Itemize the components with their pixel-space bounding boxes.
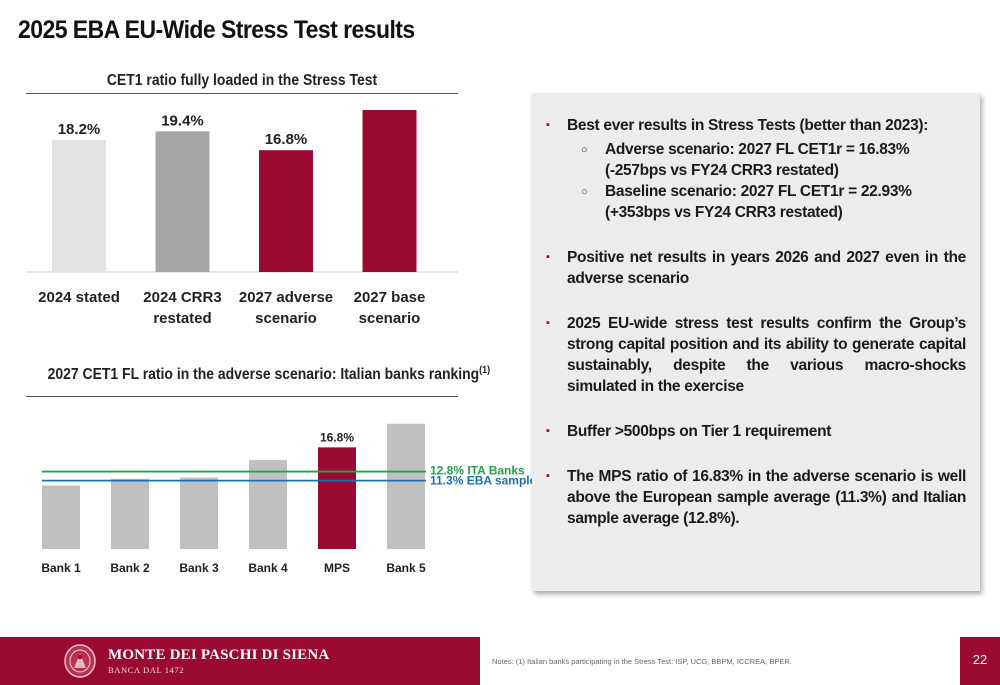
key-messages-list: Best ever results in Stress Tests (bette…: [546, 115, 966, 553]
chart1-bar: [52, 140, 106, 272]
chart2-title: 2027 CET1 FL ratio in the adverse scenar…: [48, 365, 491, 384]
chart2-title-rule: [26, 396, 458, 397]
chart2-bar: [180, 477, 218, 549]
page-number-block: 22: [960, 637, 1000, 685]
key-message-item: Buffer >500bps on Tier 1 requirement: [546, 421, 966, 442]
chart2-bar: [111, 478, 149, 549]
page-number: 22: [972, 652, 988, 667]
chart1-value-label: 16.8%: [265, 131, 308, 148]
chart2-bar: [42, 485, 80, 549]
chart1-category-label: scenario: [359, 310, 421, 327]
chart2-category-label: Bank 2: [110, 561, 150, 575]
chart1-category-label: 2027 base: [354, 289, 426, 306]
chart2-value-label: 16.8%: [320, 430, 354, 444]
footnote: Notes: (1) Italian banks participating i…: [492, 657, 792, 666]
chart2-category-label: MPS: [324, 561, 350, 575]
chart1-category-label: restated: [153, 310, 211, 327]
chart1-category-label: 2024 CRR3: [143, 289, 221, 306]
chart1-category-label: 2027 adverse: [239, 289, 333, 306]
key-message-text: Positive net results in years 2026 and 2…: [567, 249, 966, 287]
chart1-category-label: 2024 stated: [38, 289, 120, 306]
page-title: 2025 EBA EU-Wide Stress Test results: [18, 16, 415, 44]
key-message-item: 2025 EU-wide stress test results confirm…: [546, 313, 966, 397]
chart1-bar: [155, 131, 210, 272]
key-message-item: Best ever results in Stress Tests (bette…: [546, 115, 966, 223]
chart1-title-rule: [26, 93, 458, 94]
chart2-title-text: 2027 CET1 FL ratio in the adverse scenar…: [47, 366, 480, 384]
chart1-value-label: 19.4%: [161, 112, 204, 129]
brand-subtitle: BANCA DAL 1472: [108, 665, 185, 675]
footer-brand-band: MONTE DEI PASCHI DI SIENA BANCA DAL 1472: [0, 637, 480, 685]
key-message-sub-item: Baseline scenario: 2027 FL CET1r = 22.93…: [567, 181, 966, 223]
brand-name: MONTE DEI PASCHI DI SIENA: [108, 647, 330, 663]
key-message-text: 2025 EU-wide stress test results confirm…: [567, 315, 966, 395]
chart2-category-label: Bank 3: [179, 561, 219, 575]
chart2-bar: [387, 423, 425, 549]
key-message-text: Buffer >500bps on Tier 1 requirement: [567, 423, 832, 440]
key-messages-panel: Best ever results in Stress Tests (bette…: [532, 93, 980, 591]
chart2-category-label: Bank 1: [41, 561, 81, 575]
cet1-ratio-chart: 18.2% 2024 stated 19.4% 2024 CRR3 restated 16…: [26, 110, 458, 327]
chart2-bar: [249, 460, 287, 549]
key-message-text: The MPS ratio of 16.83% in the adverse s…: [567, 468, 966, 527]
key-message-item: The MPS ratio of 16.83% in the adverse s…: [546, 466, 966, 529]
chart2-title-footnote-ref: (1): [479, 365, 491, 376]
key-message-sub-item: Adverse scenario: 2027 FL CET1r = 16.83%…: [567, 139, 966, 181]
key-message-sub-list: Adverse scenario: 2027 FL CET1r = 16.83%…: [567, 139, 966, 223]
italian-banks-ranking-chart: Bank 1 Bank 2 Bank 3 Bank 4 16.8% MPS Bank 5 12…: [41, 423, 536, 575]
key-message-item: Positive net results in years 2026 and 2…: [546, 247, 966, 289]
chart2-category-label: Bank 4: [248, 561, 288, 575]
chart1-bar: [362, 110, 417, 272]
chart1-title: CET1 ratio fully loaded in the Stress Te…: [106, 72, 378, 89]
chart2-bar: [318, 447, 356, 549]
chart2-reference-label: 12.8% ITA Banks: [430, 464, 525, 478]
chart1-value-label: 18.2%: [58, 121, 101, 138]
footer: MONTE DEI PASCHI DI SIENA BANCA DAL 1472…: [0, 637, 1000, 685]
chart2-category-label: Bank 5: [386, 561, 426, 575]
chart2-reference-label: 11.3% EBA sample: [430, 474, 536, 488]
key-message-text: Best ever results in Stress Tests (bette…: [567, 117, 929, 134]
chart1-category-label: scenario: [255, 310, 317, 327]
chart1-bar: [259, 150, 313, 272]
bank-seal-logo: [64, 644, 96, 678]
